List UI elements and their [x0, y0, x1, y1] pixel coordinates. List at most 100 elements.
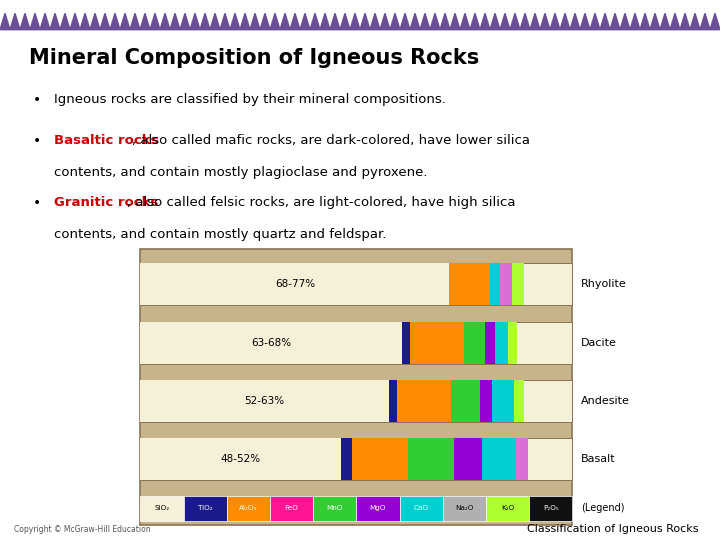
Polygon shape	[30, 14, 40, 30]
Polygon shape	[120, 14, 130, 30]
Bar	[341, 438, 352, 480]
Bar	[443, 496, 486, 521]
Polygon shape	[340, 14, 350, 30]
Bar	[485, 322, 495, 364]
Polygon shape	[170, 14, 180, 30]
Bar	[140, 380, 572, 422]
Bar	[140, 264, 572, 306]
Text: Igneous rocks are classified by their mineral compositions.: Igneous rocks are classified by their mi…	[54, 93, 446, 106]
Text: 48-52%: 48-52%	[221, 454, 261, 464]
Text: Rhyolite: Rhyolite	[581, 279, 627, 289]
Text: Andesite: Andesite	[581, 396, 630, 406]
Bar	[140, 438, 341, 480]
Bar	[451, 380, 480, 422]
Polygon shape	[590, 14, 600, 30]
Polygon shape	[710, 14, 720, 30]
Bar	[408, 438, 454, 480]
Bar	[449, 264, 490, 306]
Polygon shape	[100, 14, 110, 30]
Polygon shape	[230, 14, 240, 30]
Bar	[140, 496, 184, 521]
Polygon shape	[670, 14, 680, 30]
Polygon shape	[520, 14, 530, 30]
Polygon shape	[700, 14, 710, 30]
Text: 63-68%: 63-68%	[251, 338, 291, 348]
Polygon shape	[80, 14, 90, 30]
Polygon shape	[280, 14, 290, 30]
Bar	[402, 322, 410, 364]
Polygon shape	[480, 14, 490, 30]
Text: •: •	[32, 134, 40, 149]
Polygon shape	[210, 14, 220, 30]
Bar	[140, 322, 572, 364]
Bar	[410, 322, 464, 364]
Polygon shape	[620, 14, 630, 30]
Bar	[508, 322, 517, 364]
Polygon shape	[270, 14, 280, 30]
Polygon shape	[370, 14, 380, 30]
Polygon shape	[330, 14, 340, 30]
Polygon shape	[360, 14, 370, 30]
Text: SiO₂: SiO₂	[154, 505, 170, 511]
Polygon shape	[150, 14, 160, 30]
Polygon shape	[690, 14, 700, 30]
Polygon shape	[580, 14, 590, 30]
Bar	[464, 322, 485, 364]
Text: 52-63%: 52-63%	[245, 396, 284, 406]
Polygon shape	[560, 14, 570, 30]
Polygon shape	[320, 14, 330, 30]
Bar	[356, 496, 400, 521]
Polygon shape	[250, 14, 260, 30]
Text: contents, and contain mostly quartz and feldspar.: contents, and contain mostly quartz and …	[54, 228, 387, 241]
Bar	[495, 322, 508, 364]
Polygon shape	[530, 14, 540, 30]
Text: contents, and contain mostly plagioclase and pyroxene.: contents, and contain mostly plagioclase…	[54, 166, 428, 179]
Text: Na₂O: Na₂O	[455, 505, 474, 511]
Bar	[516, 438, 528, 480]
Bar	[140, 322, 402, 364]
Polygon shape	[290, 14, 300, 30]
Polygon shape	[440, 14, 450, 30]
Polygon shape	[160, 14, 170, 30]
Polygon shape	[660, 14, 670, 30]
Text: •: •	[32, 195, 40, 210]
Bar	[140, 249, 572, 525]
Polygon shape	[410, 14, 420, 30]
Bar	[352, 438, 408, 480]
Text: MgO: MgO	[370, 505, 386, 511]
Bar	[490, 264, 500, 306]
Text: 68-77%: 68-77%	[275, 279, 315, 289]
Text: CaO: CaO	[414, 505, 428, 511]
Polygon shape	[140, 14, 150, 30]
Bar	[270, 496, 313, 521]
Bar	[500, 264, 512, 306]
Polygon shape	[500, 14, 510, 30]
Text: Basalt: Basalt	[581, 454, 616, 464]
Text: K₂O: K₂O	[501, 505, 514, 511]
Polygon shape	[0, 14, 10, 30]
Text: Dacite: Dacite	[581, 338, 617, 348]
Polygon shape	[40, 14, 50, 30]
Polygon shape	[400, 14, 410, 30]
Text: (Legend): (Legend)	[581, 503, 624, 514]
Polygon shape	[110, 14, 120, 30]
Polygon shape	[610, 14, 620, 30]
Bar	[454, 438, 482, 480]
Polygon shape	[680, 14, 690, 30]
Polygon shape	[420, 14, 430, 30]
Polygon shape	[470, 14, 480, 30]
Polygon shape	[190, 14, 200, 30]
Text: FeO: FeO	[284, 505, 299, 511]
Text: Classification of Igneous Rocks: Classification of Igneous Rocks	[527, 524, 698, 534]
Polygon shape	[20, 14, 30, 30]
Text: •: •	[32, 93, 40, 107]
Polygon shape	[570, 14, 580, 30]
Polygon shape	[50, 14, 60, 30]
Bar	[184, 496, 227, 521]
Polygon shape	[630, 14, 640, 30]
Bar	[512, 264, 524, 306]
Polygon shape	[510, 14, 520, 30]
Bar	[389, 380, 397, 422]
Bar	[227, 496, 270, 521]
Text: Granitic rocks: Granitic rocks	[54, 195, 158, 208]
